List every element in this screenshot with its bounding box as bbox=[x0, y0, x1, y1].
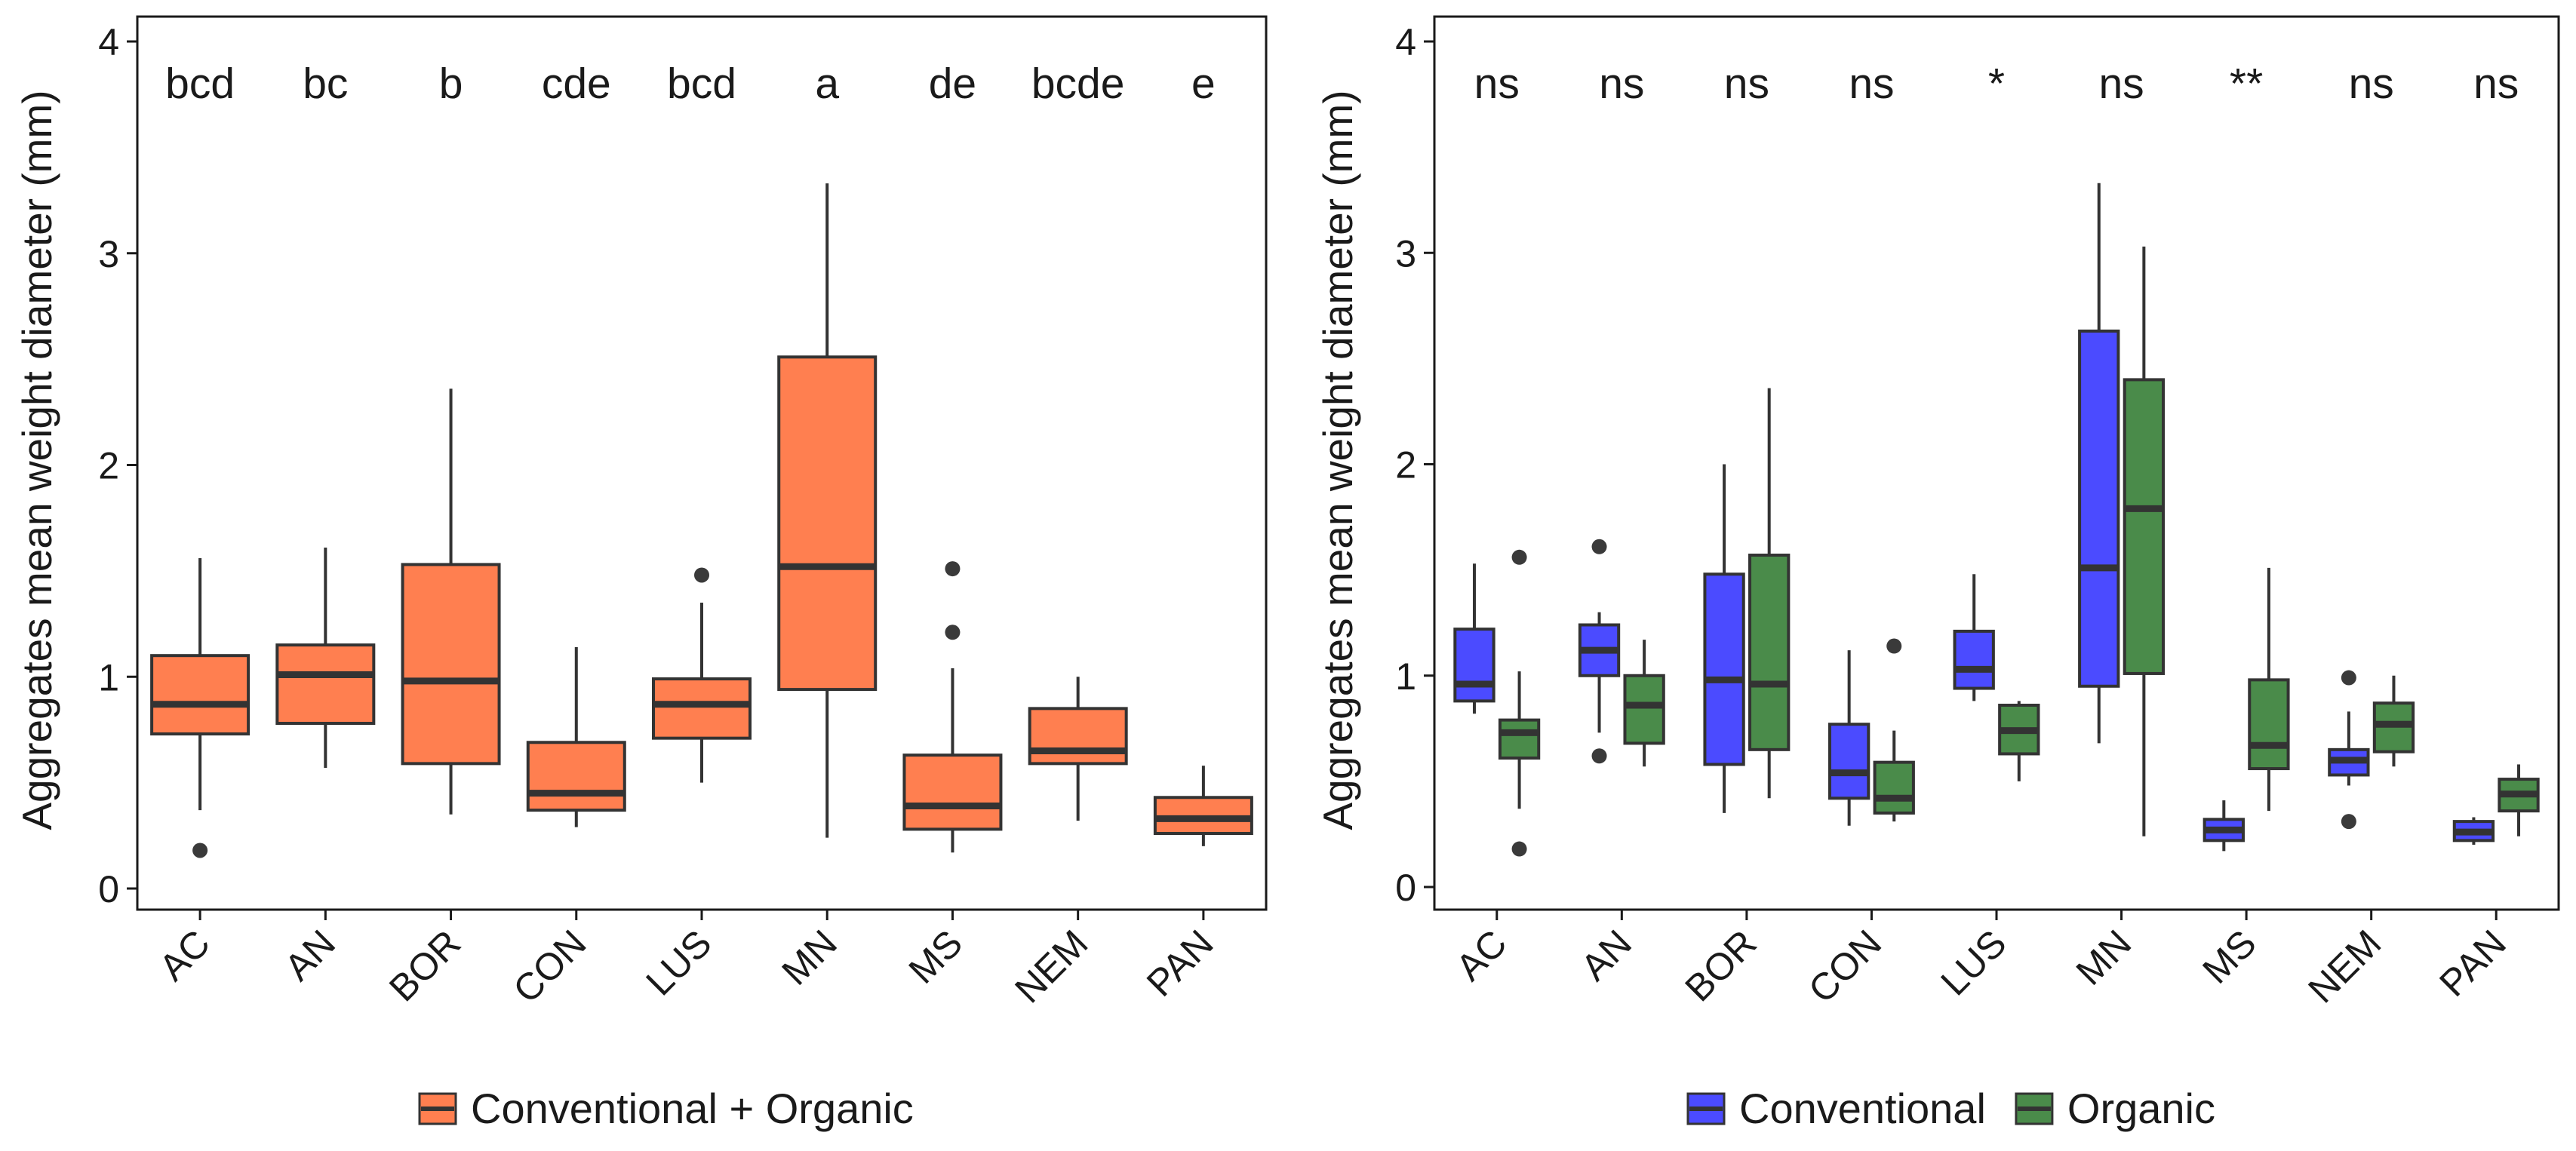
y-tick-label: 2 bbox=[98, 445, 119, 487]
plot-frame bbox=[1433, 15, 2560, 911]
box bbox=[1623, 674, 1665, 745]
box bbox=[401, 563, 501, 766]
legend-label: Conventional bbox=[1739, 1085, 1986, 1132]
outlier-point bbox=[945, 625, 961, 640]
box bbox=[526, 741, 626, 812]
x-tick-label: AN bbox=[276, 922, 343, 989]
significance-label: de bbox=[929, 60, 976, 108]
y-tick-label: 4 bbox=[1395, 21, 1416, 63]
x-tick-label: PAN bbox=[2431, 922, 2514, 1005]
outlier-point bbox=[1886, 638, 1902, 654]
box bbox=[150, 654, 251, 736]
x-tick-label: MS bbox=[2194, 922, 2264, 992]
box bbox=[1703, 572, 1745, 766]
x-tick-label: CON bbox=[505, 922, 594, 1011]
significance-label: bc bbox=[303, 60, 348, 108]
outlier-point bbox=[945, 561, 961, 577]
box bbox=[1953, 629, 1995, 690]
x-tick-label: NEM bbox=[1007, 922, 1096, 1011]
x-tick-label: CON bbox=[1800, 922, 1889, 1011]
outlier-point bbox=[1511, 549, 1527, 565]
outlier-point bbox=[192, 843, 208, 858]
x-tick-label: LUS bbox=[638, 922, 719, 1003]
significance-label: ns bbox=[2349, 60, 2394, 108]
right-panel: Aggregates mean weight diameter (mm) 0 1 2… bbox=[1314, 15, 2560, 1132]
box bbox=[2078, 329, 2120, 688]
outlier-point bbox=[1591, 748, 1607, 764]
outlier-point bbox=[2341, 814, 2356, 830]
significance-label: ns bbox=[1599, 60, 1644, 108]
significance-label: ** bbox=[2230, 60, 2263, 108]
box bbox=[902, 754, 1003, 831]
x-tick-label: AC bbox=[1448, 922, 1515, 989]
x-tick-label: BOR bbox=[1677, 922, 1764, 1009]
significance-label: ns bbox=[2473, 60, 2519, 108]
outlier-point bbox=[1511, 841, 1527, 857]
significance-label: bcd bbox=[165, 60, 235, 108]
outlier-point bbox=[1591, 539, 1607, 554]
y-tick-label: 3 bbox=[1395, 232, 1416, 275]
x-tick-label: MN bbox=[2068, 922, 2140, 993]
box bbox=[1873, 760, 1915, 815]
y-tick-label: 3 bbox=[98, 233, 119, 275]
x-tick-label: AN bbox=[1572, 922, 1640, 989]
y-tick-label: 0 bbox=[1395, 867, 1416, 909]
box bbox=[2248, 678, 2290, 771]
box bbox=[1498, 718, 1541, 760]
x-tick-label: PAN bbox=[1139, 922, 1222, 1005]
box bbox=[777, 355, 878, 692]
y-tick-label: 0 bbox=[98, 868, 119, 910]
x-tick-label: BOR bbox=[381, 922, 469, 1009]
outlier-point bbox=[694, 567, 709, 583]
significance-label: ns bbox=[1724, 60, 1769, 108]
x-tick-label: LUS bbox=[1932, 922, 2014, 1003]
legend-label: Conventional + Organic bbox=[471, 1085, 914, 1132]
box bbox=[275, 643, 376, 726]
significance-label: ns bbox=[2098, 60, 2144, 108]
y-tick-label: 1 bbox=[1395, 655, 1416, 698]
box bbox=[1453, 628, 1495, 703]
significance-label: bcde bbox=[1031, 60, 1125, 108]
significance-label: ns bbox=[1849, 60, 1894, 108]
x-tick-label: AC bbox=[151, 922, 218, 989]
outlier-point bbox=[2341, 670, 2356, 686]
y-tick-label: 4 bbox=[98, 21, 119, 63]
significance-label: b bbox=[439, 60, 463, 108]
x-tick-label: NEM bbox=[2300, 922, 2389, 1011]
box bbox=[652, 677, 752, 740]
box bbox=[1028, 707, 1128, 766]
left-panel: Aggregates mean weight diameter (mm) 0 1 2… bbox=[14, 15, 1268, 1132]
significance-label: * bbox=[1988, 60, 2005, 108]
x-tick-label: MN bbox=[773, 922, 845, 993]
y-axis-title-right: Aggregates mean weight diameter (mm) bbox=[1314, 90, 1361, 830]
x-tick-label: MS bbox=[901, 922, 971, 992]
y-tick-label: 1 bbox=[98, 656, 119, 698]
significance-label: ns bbox=[1474, 60, 1520, 108]
y-tick-label: 2 bbox=[1395, 444, 1416, 486]
box bbox=[1748, 554, 1791, 751]
box bbox=[1827, 723, 1871, 800]
significance-label: bcd bbox=[667, 60, 736, 108]
significance-label: cde bbox=[542, 60, 611, 108]
significance-label: e bbox=[1191, 60, 1216, 108]
legend-label: Organic bbox=[2067, 1085, 2215, 1132]
y-axis-title-left: Aggregates mean weight diameter (mm) bbox=[14, 90, 60, 830]
box bbox=[2123, 378, 2166, 675]
significance-label: a bbox=[815, 60, 839, 108]
